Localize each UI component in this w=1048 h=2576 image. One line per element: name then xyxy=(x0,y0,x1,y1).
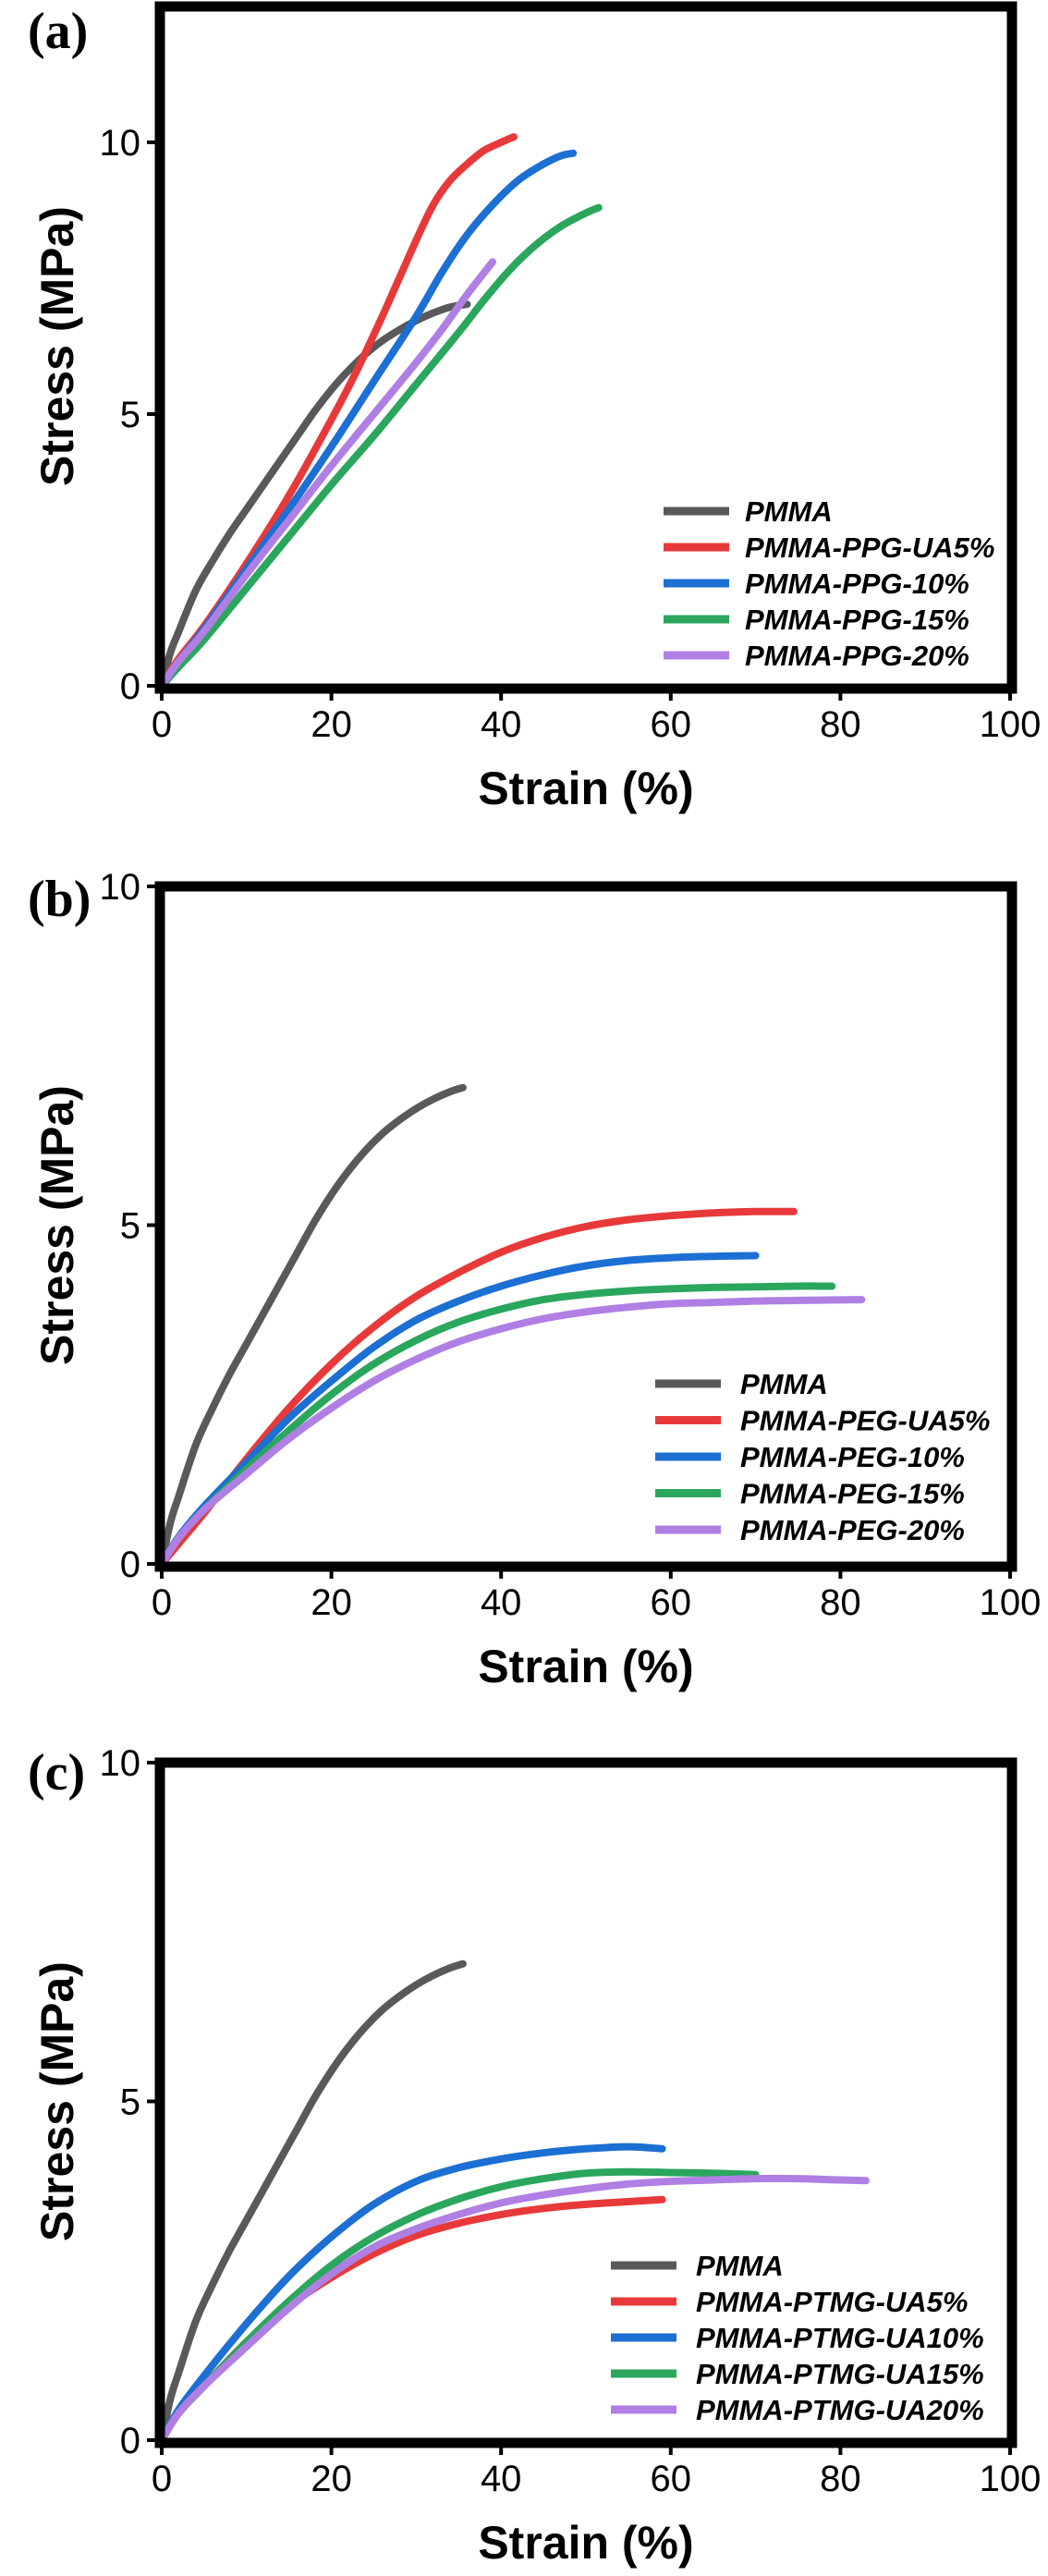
legend-label: PMMA-PPG-15% xyxy=(745,604,969,636)
x-tick-label: 40 xyxy=(481,704,522,745)
y-tick-label: 10 xyxy=(100,123,141,164)
legend-entry: PMMA-PTMG-UA5% xyxy=(611,2286,969,2318)
legend-label: PMMA-PPG-20% xyxy=(745,640,969,672)
x-tick-label: 0 xyxy=(152,1582,172,1623)
x-tick-label: 60 xyxy=(651,2459,692,2499)
legend-entry: PMMA-PPG-UA5% xyxy=(664,531,994,564)
x-axis-title: Strain (%) xyxy=(478,1641,693,1692)
y-tick-label: 0 xyxy=(120,1544,140,1585)
legend-label: PMMA-PTMG-UA10% xyxy=(696,2322,984,2354)
panel-label: (b) xyxy=(28,871,91,928)
series-group xyxy=(158,133,603,690)
legend-entry: PMMA-PEG-10% xyxy=(655,1441,965,1473)
series-line-pmma-peg-20 xyxy=(158,1296,866,1568)
legend-entry: PMMA-PPG-15% xyxy=(664,604,969,636)
series-line-pmma-ptmg-ua20 xyxy=(158,2174,870,2444)
legend-entry: PMMA-PTMG-UA15% xyxy=(611,2358,984,2390)
plot-frame xyxy=(154,881,1018,1572)
legend-label: PMMA xyxy=(696,2250,784,2282)
series-line-pmma-ppg-ua5 xyxy=(158,133,518,690)
legend-label: PMMA-PEG-UA5% xyxy=(740,1405,990,1437)
legend-label: PMMA xyxy=(740,1368,828,1400)
x-tick-label: 80 xyxy=(820,2459,861,2499)
y-axis-title: Stress (MPa) xyxy=(31,206,83,486)
series-line-pmma-ppg-15 xyxy=(158,203,603,690)
legend-label: PMMA-PTMG-UA20% xyxy=(696,2394,984,2426)
series-group xyxy=(158,1959,870,2444)
legend-label: PMMA-PEG-15% xyxy=(740,1478,965,1510)
legend-label: PMMA-PPG-10% xyxy=(745,568,969,600)
x-tick-label: 20 xyxy=(311,1582,352,1623)
x-tick-label: 20 xyxy=(311,2459,352,2499)
x-axis-title: Strain (%) xyxy=(478,2517,693,2569)
legend-label: PMMA-PEG-10% xyxy=(740,1441,965,1473)
x-tick-label: 0 xyxy=(152,2459,172,2499)
plot-frame xyxy=(154,1757,1018,2448)
x-tick-label: 100 xyxy=(980,2459,1042,2499)
legend-entry: PMMA-PEG-20% xyxy=(655,1514,965,1546)
y-tick-label: 10 xyxy=(100,1743,141,1784)
legend: PMMA PMMA-PEG-UA5% PMMA-PEG-10% PMMA-PEG-15… xyxy=(655,1368,990,1546)
legend-entry: PMMA-PPG-10% xyxy=(664,568,969,600)
legend-entry: PMMA-PEG-15% xyxy=(655,1478,965,1510)
y-tick-label: 10 xyxy=(100,867,141,908)
x-tick-label: 40 xyxy=(481,1582,522,1623)
plot-frame xyxy=(154,1,1018,694)
legend-label: PMMA-PEG-20% xyxy=(740,1514,965,1546)
legend-entry: PMMA xyxy=(655,1368,828,1400)
x-axis-title: Strain (%) xyxy=(478,763,693,814)
x-tick-label: 0 xyxy=(152,704,172,745)
x-tick-label: 20 xyxy=(311,704,352,745)
y-tick-label: 5 xyxy=(120,1206,140,1247)
x-tick-label: 60 xyxy=(651,1582,692,1623)
legend-label: PMMA-PTMG-UA5% xyxy=(696,2286,969,2318)
panel-label: (a) xyxy=(28,3,88,60)
panel-c: (c) 0 20 40 60 80 100 0 5 10 Strain (%) Stress (MPa… xyxy=(28,1743,1041,2569)
legend-entry: PMMA xyxy=(664,495,833,528)
series-line-pmma-ppg-20 xyxy=(158,258,496,690)
series-line-pmma xyxy=(158,1959,467,2444)
x-tick-label: 80 xyxy=(820,1582,861,1623)
legend-entry: PMMA-PTMG-UA10% xyxy=(611,2322,984,2354)
x-tick-label: 40 xyxy=(481,2459,522,2499)
y-tick-label: 5 xyxy=(120,395,140,435)
legend-entry: PMMA-PEG-UA5% xyxy=(655,1405,990,1437)
x-tick-label: 60 xyxy=(651,704,692,745)
x-tick-label: 100 xyxy=(980,704,1042,745)
x-tick-label: 80 xyxy=(820,704,861,745)
y-tick-label: 0 xyxy=(120,666,140,707)
legend-label: PMMA-PTMG-UA15% xyxy=(696,2358,984,2390)
series-group xyxy=(158,1083,866,1568)
legend-label: PMMA xyxy=(745,495,833,528)
y-axis-title: Stress (MPa) xyxy=(31,1961,83,2241)
y-axis-title: Stress (MPa) xyxy=(31,1085,83,1365)
y-tick-label: 5 xyxy=(120,2082,140,2123)
panel-label: (c) xyxy=(28,1744,85,1801)
x-tick-label: 100 xyxy=(980,1582,1042,1623)
series-line-pmma xyxy=(158,1083,467,1568)
panel-b: (b) 0 20 40 60 80 100 0 5 10 Strain (%) Stress (MPa… xyxy=(28,867,1041,1692)
y-tick-label: 0 xyxy=(120,2421,140,2461)
panel-a: (a) 0 20 40 60 80 100 0 5 10 Strain (%) Stress (MPa… xyxy=(28,1,1042,814)
legend-entry: PMMA-PTMG-UA20% xyxy=(611,2394,984,2426)
legend-entry: PMMA-PPG-20% xyxy=(664,640,969,672)
legend-entry: PMMA xyxy=(611,2250,784,2282)
legend-label: PMMA-PPG-UA5% xyxy=(745,531,994,564)
legend: PMMA PMMA-PTMG-UA5% PMMA-PTMG-UA10% PMMA-PT… xyxy=(611,2250,984,2426)
series-line-pmma-ptmg-ua10 xyxy=(158,2143,666,2444)
